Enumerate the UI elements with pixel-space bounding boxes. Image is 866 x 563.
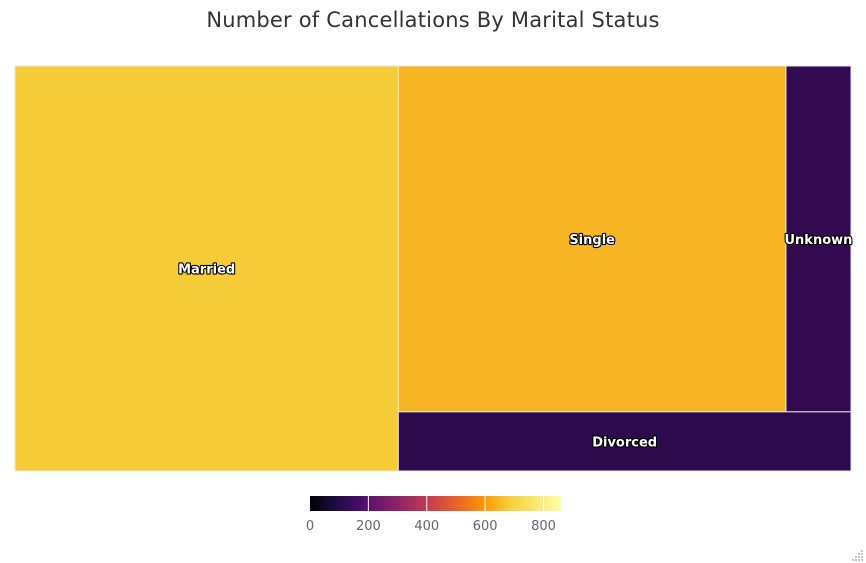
colorbar: 0 200 400 600 800 <box>306 496 561 534</box>
colorbar-gradient <box>310 496 561 511</box>
treemap-tiles: Married Single Unknown Divorced <box>14 65 854 472</box>
tile-label-single: Single <box>569 233 615 248</box>
tile-unknown[interactable] <box>785 65 852 413</box>
tile-single[interactable] <box>397 65 787 413</box>
colorbar-tick-label-200: 200 <box>356 519 381 534</box>
tile-divorced[interactable] <box>397 411 852 472</box>
tile-label-divorced: Divorced <box>592 435 657 450</box>
colorbar-tick-label-600: 600 <box>473 519 498 534</box>
tile-label-unknown: Unknown <box>785 233 853 248</box>
resize-handle-icon[interactable] <box>852 549 864 561</box>
colorbar-tick-label-400: 400 <box>414 519 439 534</box>
tile-married[interactable] <box>14 65 399 472</box>
tile-label-married: Married <box>178 263 235 278</box>
colorbar-tick-label-800: 800 <box>531 519 556 534</box>
colorbar-tick-label-0: 0 <box>306 519 314 534</box>
chart-title: Number of Cancellations By Marital Statu… <box>206 8 660 32</box>
